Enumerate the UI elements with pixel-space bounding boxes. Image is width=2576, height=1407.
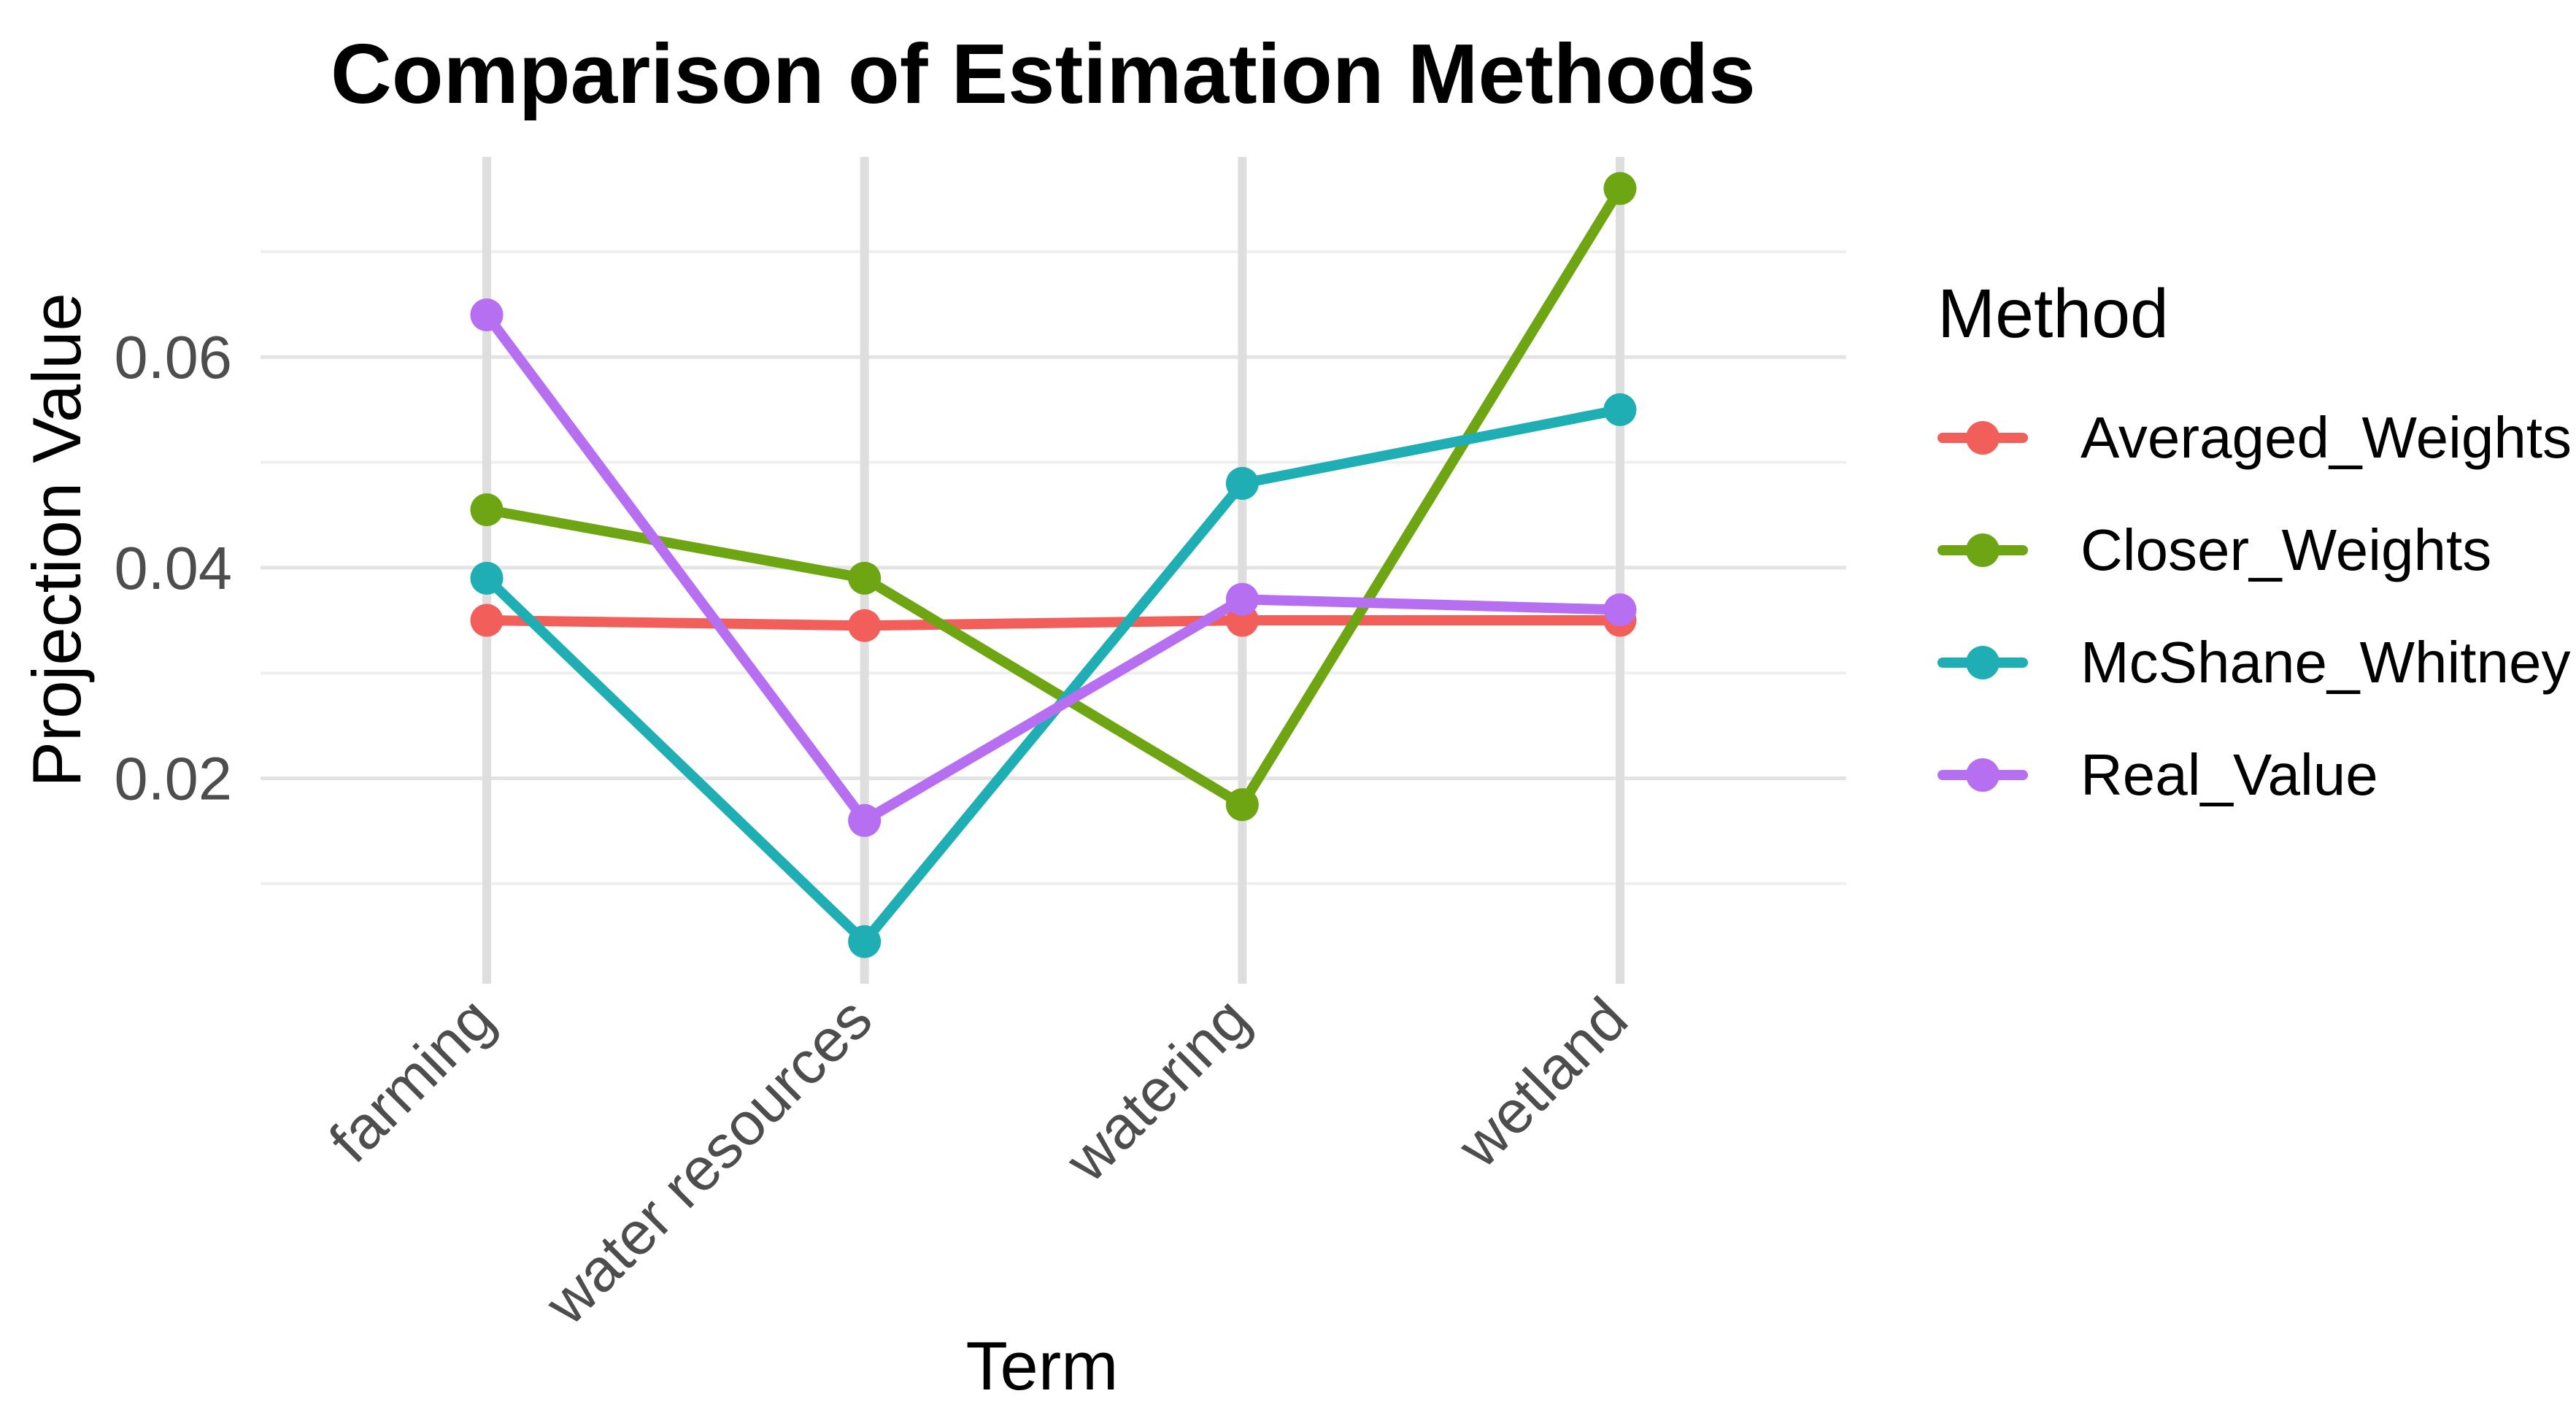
data-point-Closer_Weights-farming bbox=[470, 493, 504, 527]
data-point-Closer_Weights-watering bbox=[1225, 788, 1259, 822]
legend-key-dot bbox=[1966, 421, 2000, 455]
legend-key-icon bbox=[1937, 420, 2028, 456]
legend-item-label: Closer_Weights bbox=[2081, 517, 2492, 582]
data-point-McShane_Whitney-water resources bbox=[848, 925, 882, 958]
legend-key-icon bbox=[1937, 757, 2028, 793]
legend-key-dot bbox=[1966, 758, 2000, 792]
y-tick-label: 0.04 bbox=[114, 534, 232, 602]
series-line-Closer_Weights bbox=[482, 183, 1625, 810]
legend-item-label: Real_Value bbox=[2081, 742, 2378, 807]
series-line-Averaged_Weights bbox=[482, 615, 1625, 631]
legend-title: Method bbox=[1937, 275, 2169, 352]
x-tick-label: wetland bbox=[1444, 984, 1640, 1181]
legend-item-Real_Value: Real_Value bbox=[1937, 719, 2572, 831]
chart-title: Comparison of Estimation Methods bbox=[331, 26, 1756, 121]
legend-item-label: McShane_Whitney bbox=[2081, 630, 2571, 695]
data-point-Real_Value-water resources bbox=[848, 803, 882, 837]
data-point-McShane_Whitney-farming bbox=[470, 561, 504, 595]
legend-item-McShane_Whitney: McShane_Whitney bbox=[1937, 606, 2572, 719]
data-point-Closer_Weights-water resources bbox=[848, 561, 882, 595]
series-line-McShane_Whitney bbox=[482, 404, 1625, 947]
y-tick-label: 0.06 bbox=[114, 323, 232, 391]
legend-key-dot bbox=[1966, 533, 2000, 567]
x-axis-title: Term bbox=[965, 1327, 1119, 1404]
legend-item-Closer_Weights: Closer_Weights bbox=[1937, 494, 2572, 606]
legend-item-label: Averaged_Weights bbox=[2081, 405, 2572, 470]
x-tick-label: water resources bbox=[531, 984, 884, 1338]
series-line-Real_Value bbox=[482, 309, 1625, 826]
legend-key-icon bbox=[1937, 532, 2028, 568]
legend-key-icon bbox=[1937, 644, 2028, 681]
data-point-Real_Value-watering bbox=[1225, 582, 1259, 616]
y-tick-label: 0.02 bbox=[114, 745, 232, 813]
data-point-McShane_Whitney-watering bbox=[1225, 466, 1259, 500]
data-point-Averaged_Weights-farming bbox=[470, 604, 504, 637]
legend: Method Averaged_Weights Closer_Weights McS… bbox=[1937, 274, 2572, 831]
legend-item-Averaged_Weights: Averaged_Weights bbox=[1937, 382, 2572, 494]
data-point-Real_Value-farming bbox=[470, 298, 504, 331]
legend-key-dot bbox=[1966, 646, 2000, 679]
data-point-Closer_Weights-wetland bbox=[1603, 171, 1637, 205]
data-point-Real_Value-wetland bbox=[1603, 593, 1637, 627]
x-tick-label: watering bbox=[1052, 984, 1262, 1195]
legend-items: Averaged_Weights Closer_Weights McShane_Wh… bbox=[1937, 382, 2572, 831]
data-point-McShane_Whitney-wetland bbox=[1603, 393, 1637, 426]
data-point-Averaged_Weights-water resources bbox=[848, 609, 882, 642]
x-tick-label: farming bbox=[316, 984, 506, 1175]
